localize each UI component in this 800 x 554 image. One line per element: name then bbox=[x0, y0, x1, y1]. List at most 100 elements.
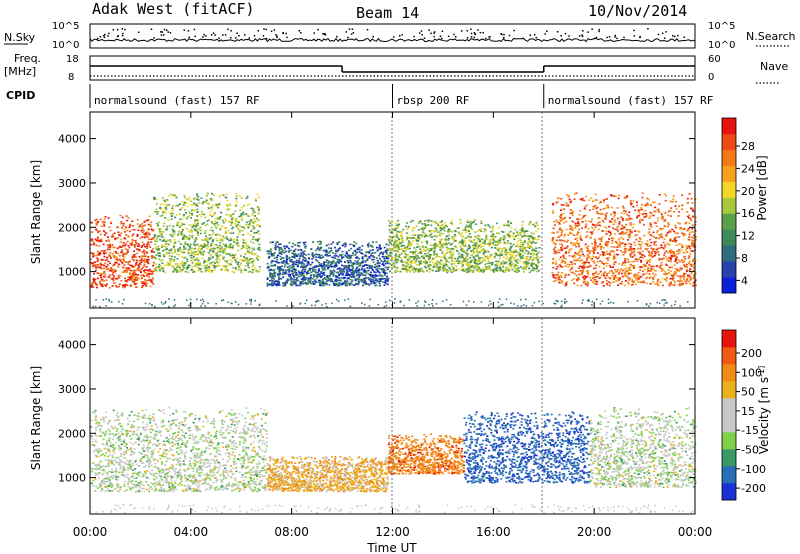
echo-cell bbox=[275, 245, 277, 247]
noise-search-dot bbox=[300, 32, 302, 34]
noise-search-dot bbox=[213, 32, 215, 34]
echo-cell bbox=[206, 264, 208, 266]
noise-search-dot bbox=[530, 35, 532, 37]
echo-cell bbox=[179, 209, 181, 211]
echo-cell bbox=[468, 261, 470, 263]
echo-cell bbox=[149, 234, 151, 236]
echo-cell bbox=[172, 229, 174, 231]
echo-cell bbox=[104, 262, 106, 264]
echo-cell bbox=[395, 254, 397, 256]
echo-cell bbox=[112, 272, 114, 274]
echo-cell bbox=[456, 268, 458, 270]
echo-cell bbox=[131, 239, 133, 241]
echo-cell bbox=[138, 226, 140, 228]
echo-cell bbox=[362, 253, 364, 255]
echo-cell bbox=[422, 223, 424, 225]
echo-cell bbox=[318, 269, 320, 271]
echo-cell bbox=[405, 248, 407, 250]
echo-cell bbox=[268, 270, 270, 272]
echo-cell bbox=[209, 214, 211, 216]
echo-cell bbox=[200, 233, 202, 235]
echo-cell bbox=[211, 270, 213, 272]
echo-cell bbox=[185, 248, 187, 250]
echo-cell bbox=[112, 244, 114, 246]
echo-cell bbox=[223, 243, 225, 245]
echo-cell bbox=[614, 254, 616, 256]
echo-cell bbox=[332, 260, 334, 262]
echo-cell bbox=[228, 245, 230, 247]
echo-cell bbox=[288, 275, 290, 277]
echo-cell bbox=[315, 256, 317, 258]
noise-search-dot bbox=[184, 29, 186, 31]
echo-cell bbox=[258, 256, 260, 258]
noise-search-dot bbox=[235, 37, 237, 39]
echo-cell bbox=[155, 268, 157, 270]
echo-cell bbox=[313, 276, 315, 278]
echo-cell bbox=[430, 254, 432, 256]
echo-cell bbox=[193, 256, 195, 258]
echo-cell bbox=[302, 259, 304, 261]
echo-cell bbox=[397, 249, 399, 251]
echo-cell bbox=[237, 229, 239, 231]
echo-cell bbox=[523, 257, 525, 259]
echo-cell bbox=[228, 264, 230, 266]
echo-cell bbox=[517, 267, 519, 269]
echo-cell bbox=[375, 285, 377, 287]
echo-cell bbox=[187, 272, 189, 274]
echo-cell bbox=[470, 262, 472, 264]
echo-cell bbox=[311, 258, 313, 260]
noise-search-dot bbox=[421, 30, 423, 32]
echo-cell bbox=[226, 232, 228, 234]
echo-cell bbox=[247, 227, 249, 229]
echo-cell bbox=[427, 255, 429, 257]
echo-cell bbox=[235, 267, 237, 269]
echo-cell bbox=[371, 245, 373, 247]
echo-cell bbox=[342, 254, 344, 256]
echo-cell bbox=[480, 228, 482, 230]
echo-cell bbox=[291, 266, 293, 268]
noise-search-dot bbox=[413, 36, 415, 38]
echo-cell bbox=[235, 223, 237, 225]
echo-cell bbox=[503, 239, 505, 241]
echo-cell bbox=[215, 204, 217, 206]
echo-cell bbox=[258, 247, 260, 249]
echo-cell bbox=[126, 215, 128, 217]
echo-cell bbox=[590, 221, 592, 223]
echo-cell bbox=[168, 244, 170, 246]
echo-cell bbox=[426, 241, 428, 243]
echo-cell bbox=[243, 214, 245, 216]
echo-cell bbox=[420, 252, 422, 254]
echo-cell bbox=[141, 268, 143, 270]
echo-cell bbox=[267, 263, 269, 265]
echo-cell bbox=[207, 237, 209, 239]
echo-cell bbox=[512, 235, 514, 237]
echo-cell bbox=[438, 268, 440, 270]
noise-search-dot bbox=[100, 36, 102, 38]
echo-cell bbox=[201, 254, 203, 256]
echo-cell bbox=[190, 217, 192, 219]
echo-cell bbox=[210, 200, 212, 202]
echo-cell bbox=[475, 236, 477, 238]
echo-cell bbox=[247, 264, 249, 266]
echo-cell bbox=[444, 255, 446, 257]
echo-cell bbox=[129, 261, 131, 263]
echo-cell bbox=[657, 285, 659, 287]
echo-cell bbox=[352, 267, 354, 269]
echo-cell bbox=[501, 254, 503, 256]
noise-search-dot bbox=[271, 31, 273, 33]
echo-cell bbox=[456, 250, 458, 252]
echo-cell bbox=[142, 232, 144, 234]
echo-cell bbox=[252, 263, 254, 265]
echo-cell bbox=[464, 243, 466, 245]
echo-cell bbox=[434, 221, 436, 223]
echo-cell bbox=[92, 253, 94, 255]
echo-cell bbox=[132, 256, 134, 258]
echo-cell bbox=[117, 237, 119, 239]
echo-cell bbox=[162, 231, 164, 233]
echo-cell bbox=[154, 257, 156, 259]
echo-cell bbox=[216, 238, 218, 240]
echo-cell bbox=[186, 228, 188, 230]
echo-cell bbox=[332, 242, 334, 244]
echo-cell bbox=[244, 269, 246, 271]
echo-cell bbox=[439, 247, 441, 249]
